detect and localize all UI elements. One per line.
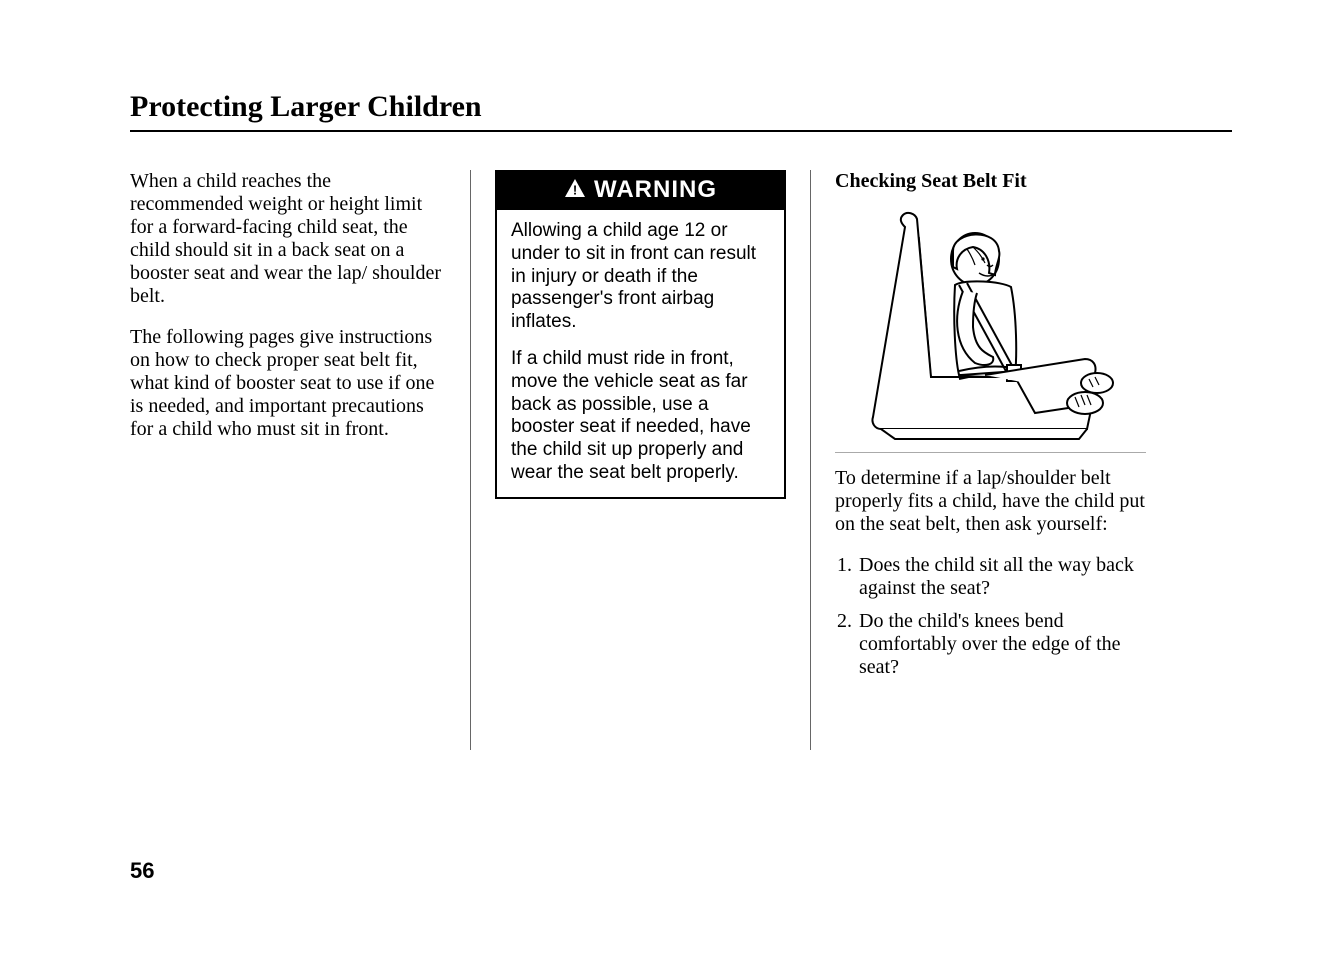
- seatbelt-fit-questions: Does the child sit all the way back agai…: [835, 554, 1146, 679]
- column-container: When a child reaches the recommended wei…: [130, 170, 1232, 750]
- col3-intro: To determine if a lap/shoulder belt prop…: [835, 467, 1146, 536]
- title-rule: [130, 130, 1232, 132]
- page-title: Protecting Larger Children: [130, 90, 1232, 124]
- warning-paragraph-2: If a child must ride in front, move the …: [511, 348, 770, 485]
- warning-paragraph-1: Allowing a child age 12 or under to sit …: [511, 220, 770, 334]
- col1-paragraph-2: The following pages give instructions on…: [130, 326, 446, 441]
- warning-triangle-icon: !: [564, 178, 586, 203]
- warning-box: ! WARNING Allowing a child age 12 or und…: [495, 170, 786, 499]
- question-1: Does the child sit all the way back agai…: [857, 554, 1146, 600]
- page-number: 56: [130, 858, 154, 884]
- manual-page: Protecting Larger Children When a child …: [0, 0, 1332, 954]
- seatbelt-fit-illustration: [835, 207, 1146, 453]
- col3-subhead: Checking Seat Belt Fit: [835, 170, 1146, 193]
- col1-paragraph-1: When a child reaches the recommended wei…: [130, 170, 446, 308]
- question-2: Do the child's knees bend comfortably ov…: [857, 610, 1146, 679]
- warning-body: Allowing a child age 12 or under to sit …: [497, 210, 784, 497]
- column-3: Checking Seat Belt Fit: [810, 170, 1170, 750]
- column-2: ! WARNING Allowing a child age 12 or und…: [470, 170, 810, 750]
- column-1: When a child reaches the recommended wei…: [130, 170, 470, 750]
- svg-text:!: !: [573, 182, 577, 197]
- warning-label: WARNING: [594, 176, 717, 204]
- warning-header: ! WARNING: [497, 172, 784, 210]
